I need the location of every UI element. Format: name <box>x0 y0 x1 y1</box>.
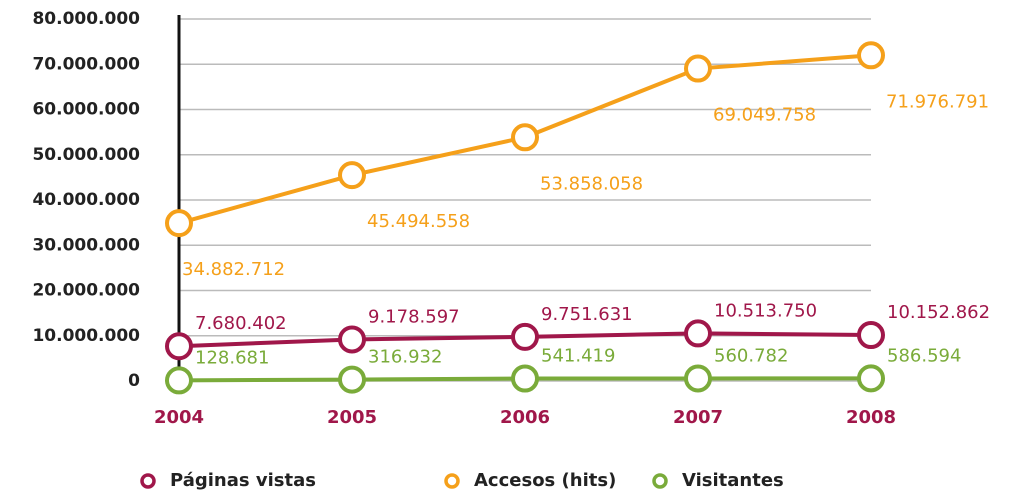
y-tick-label: 0 <box>128 371 140 391</box>
point-marker <box>511 123 539 152</box>
data-label: 560.782 <box>714 345 788 366</box>
point-marker <box>338 365 366 394</box>
point-marker <box>684 54 712 83</box>
x-tick-label: 2005 <box>327 407 377 428</box>
data-label: 316.932 <box>368 347 442 368</box>
data-label: 10.152.862 <box>887 302 990 323</box>
data-label: 128.681 <box>195 347 269 368</box>
point-marker <box>338 161 366 190</box>
data-label: 69.049.758 <box>713 105 816 126</box>
data-label: 71.976.791 <box>886 91 989 112</box>
y-tick-label: 50.000.000 <box>32 145 140 165</box>
y-tick-label: 10.000.000 <box>32 326 140 346</box>
point-marker <box>165 209 193 238</box>
point-marker <box>857 41 885 70</box>
point-marker <box>165 366 193 395</box>
point-marker <box>857 364 885 393</box>
point-marker <box>338 325 366 354</box>
y-tick-label: 40.000.000 <box>32 190 140 210</box>
data-label: 53.858.058 <box>540 173 643 194</box>
point-marker <box>165 332 193 361</box>
data-label: 586.594 <box>887 345 961 366</box>
x-tick-label: 2006 <box>500 407 550 428</box>
point-marker <box>511 322 539 351</box>
legend-label: Visitantes <box>682 470 784 491</box>
point-marker <box>857 321 885 350</box>
y-tick-label: 80.000.000 <box>32 9 140 29</box>
y-tick-label: 20.000.000 <box>32 281 140 301</box>
x-tick-label: 2004 <box>154 407 204 428</box>
y-tick-label: 30.000.000 <box>32 235 140 255</box>
legend-marker <box>444 473 460 489</box>
legend-marker <box>140 473 156 489</box>
data-label: 541.419 <box>541 346 615 367</box>
data-label: 9.178.597 <box>368 306 460 327</box>
data-label: 7.680.402 <box>195 313 287 334</box>
legend-label: Páginas vistas <box>170 470 316 491</box>
data-label: 10.513.750 <box>714 300 817 321</box>
legend-label: Accesos (hits) <box>474 470 616 491</box>
x-tick-label: 2007 <box>673 407 723 428</box>
y-tick-label: 70.000.000 <box>32 54 140 74</box>
point-marker <box>684 364 712 393</box>
x-tick-label: 2008 <box>846 407 896 428</box>
point-marker <box>684 319 712 348</box>
y-tick-label: 60.000.000 <box>32 100 140 120</box>
legend-marker <box>652 473 668 489</box>
data-label: 45.494.558 <box>367 211 470 232</box>
point-marker <box>511 364 539 393</box>
data-label: 9.751.631 <box>541 304 633 325</box>
data-label: 34.882.712 <box>182 259 285 280</box>
